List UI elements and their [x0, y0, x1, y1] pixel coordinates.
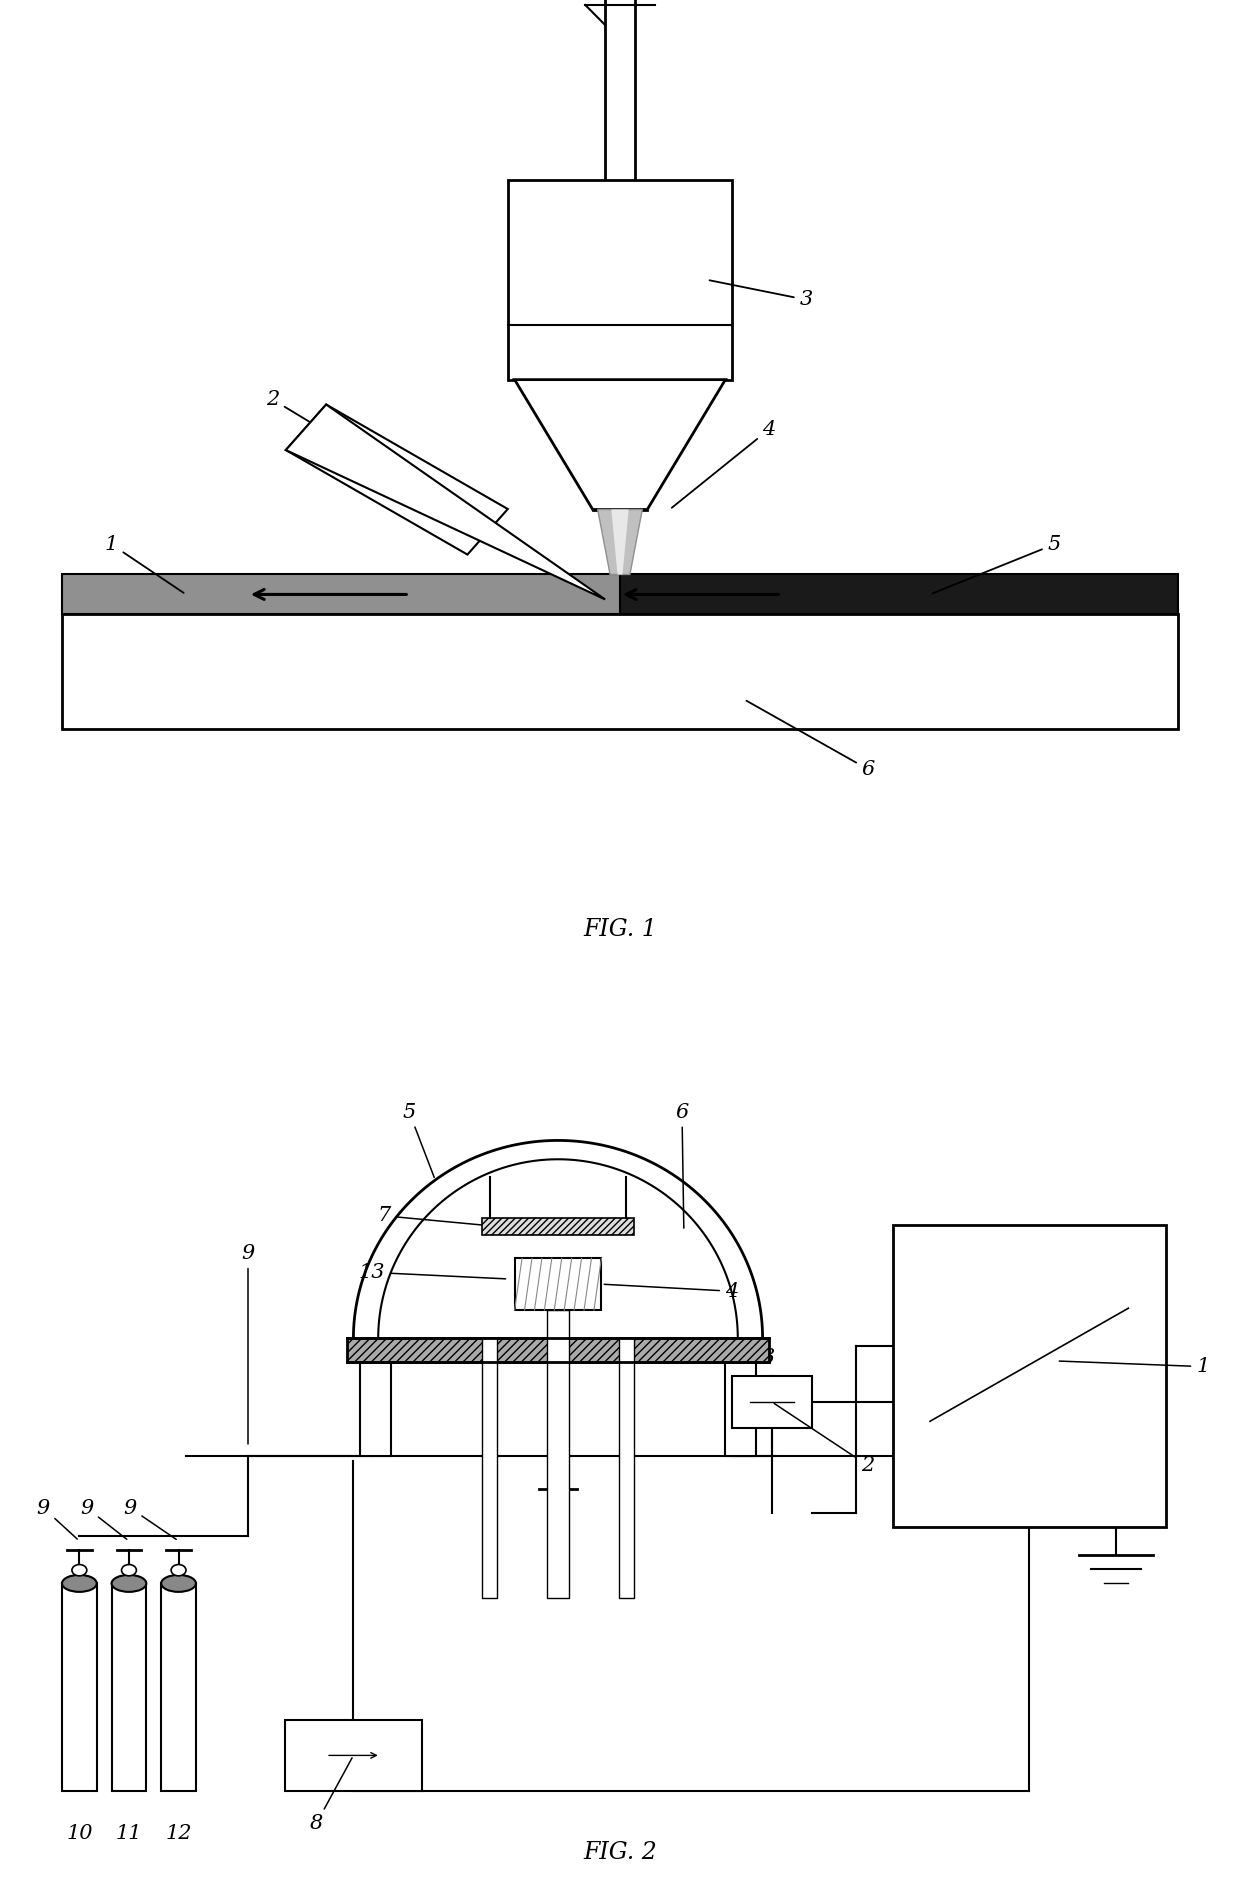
Bar	[893, 1225, 1166, 1527]
Ellipse shape	[62, 1574, 97, 1591]
Bar	[619, 1338, 634, 1598]
Bar	[620, 575, 1178, 615]
Ellipse shape	[161, 1574, 196, 1591]
Text: 1: 1	[105, 535, 184, 594]
Text: 2: 2	[774, 1404, 874, 1476]
Bar	[482, 1218, 634, 1235]
Text: 4: 4	[672, 420, 775, 507]
Ellipse shape	[112, 1574, 146, 1591]
Text: 2: 2	[267, 390, 370, 458]
Circle shape	[122, 1565, 136, 1576]
Text: 12: 12	[165, 1823, 192, 1844]
Polygon shape	[598, 509, 642, 575]
Text: 5: 5	[932, 535, 1060, 594]
Text: 3: 3	[403, 1348, 487, 1367]
Bar	[360, 1361, 391, 1455]
Text: 13: 13	[358, 1263, 506, 1282]
Bar	[547, 1310, 569, 1598]
Polygon shape	[285, 405, 508, 554]
Bar	[62, 575, 620, 615]
Text: FIG. 1: FIG. 1	[583, 918, 657, 941]
Bar	[347, 1338, 769, 1361]
Text: 3: 3	[629, 1348, 775, 1367]
Text: 5: 5	[403, 1103, 434, 1178]
Text: 8: 8	[310, 1759, 352, 1834]
Polygon shape	[515, 379, 725, 509]
Polygon shape	[353, 1140, 763, 1338]
Bar	[732, 1376, 812, 1429]
Bar	[508, 179, 732, 379]
Text: 9: 9	[124, 1499, 176, 1540]
Bar	[285, 1719, 422, 1791]
Text: 9: 9	[81, 1499, 126, 1540]
Bar	[725, 1361, 756, 1455]
Text: 3: 3	[709, 281, 812, 309]
Text: 7: 7	[378, 1206, 492, 1225]
Polygon shape	[611, 509, 629, 575]
Text: 10: 10	[66, 1823, 93, 1844]
Text: 9: 9	[37, 1499, 77, 1540]
Text: 6: 6	[746, 701, 874, 779]
Circle shape	[72, 1565, 87, 1576]
Bar	[482, 1338, 497, 1598]
Text: FIG. 2: FIG. 2	[583, 1840, 657, 1864]
Text: 9: 9	[242, 1244, 254, 1444]
Polygon shape	[285, 405, 605, 599]
Bar	[112, 1583, 146, 1791]
Text: 4: 4	[604, 1282, 738, 1301]
Bar	[161, 1583, 196, 1791]
Circle shape	[171, 1565, 186, 1576]
Bar	[62, 615, 1178, 729]
Bar	[62, 1583, 97, 1791]
Text: 11: 11	[115, 1823, 143, 1844]
Bar	[515, 1259, 601, 1310]
Text: 6: 6	[676, 1103, 688, 1229]
Text: 1: 1	[1059, 1357, 1209, 1376]
